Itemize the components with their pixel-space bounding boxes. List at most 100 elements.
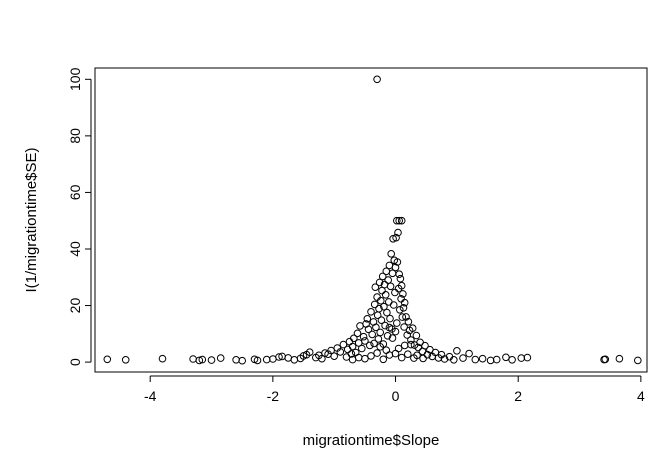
data-point <box>391 327 400 336</box>
data-point <box>373 349 381 357</box>
data-point <box>330 352 339 361</box>
data-point <box>216 354 225 362</box>
data-point <box>364 325 373 334</box>
data-point <box>305 348 314 357</box>
data-point <box>383 308 391 317</box>
data-point <box>284 354 293 362</box>
data-point <box>615 354 624 363</box>
data-point <box>366 341 374 350</box>
data-point <box>356 322 364 330</box>
data-point <box>392 233 400 242</box>
y-tick-label: 20 <box>67 298 83 314</box>
y-axis: 0 20 40 60 80 100 <box>67 67 92 366</box>
data-point <box>634 356 642 365</box>
x-tick-label: 2 <box>514 388 522 404</box>
data-point <box>377 316 386 325</box>
data-point <box>378 272 387 281</box>
data-point <box>414 343 423 352</box>
data-point <box>385 261 394 270</box>
data-point <box>385 298 393 306</box>
data-point <box>395 270 404 279</box>
data-point <box>354 353 363 362</box>
y-tick-label: 40 <box>67 241 83 257</box>
data-point <box>373 75 381 84</box>
data-point <box>383 332 392 340</box>
data-point <box>400 341 409 350</box>
x-tick-label: -2 <box>267 388 280 404</box>
data-point <box>402 313 410 321</box>
y-tick-label: 100 <box>67 67 83 91</box>
data-points <box>103 75 642 365</box>
data-point <box>395 216 404 225</box>
x-tick-label: -4 <box>144 388 157 404</box>
data-point <box>396 306 404 314</box>
data-point <box>517 354 526 362</box>
data-point <box>353 329 362 338</box>
data-point <box>269 355 277 363</box>
data-point <box>407 340 415 349</box>
x-axis-label: migrationtime$Slope <box>303 432 440 449</box>
data-point <box>386 282 395 291</box>
y-axis-label: I(1/migrationtime$SE) <box>23 147 40 292</box>
data-point <box>385 351 394 359</box>
data-point <box>403 331 412 339</box>
data-point <box>336 348 345 356</box>
data-point <box>321 349 329 357</box>
data-point <box>389 301 398 309</box>
data-point <box>397 353 406 362</box>
data-point <box>207 356 216 364</box>
data-point <box>393 216 401 225</box>
data-point <box>391 263 400 272</box>
data-point <box>400 323 408 331</box>
data-point <box>345 337 354 346</box>
data-point <box>290 356 299 364</box>
data-point <box>478 354 487 363</box>
data-point <box>601 355 610 364</box>
data-point <box>376 343 385 351</box>
data-point <box>198 355 207 364</box>
data-point <box>375 278 384 287</box>
plot-frame <box>94 67 648 373</box>
data-point <box>253 356 262 365</box>
data-point <box>195 356 204 365</box>
x-tick-label: 4 <box>637 388 645 404</box>
data-point <box>523 353 532 362</box>
data-point <box>158 354 167 363</box>
data-point <box>238 356 246 365</box>
data-point <box>388 334 397 342</box>
data-point <box>189 355 197 363</box>
data-point <box>380 302 388 311</box>
data-point <box>465 349 473 358</box>
data-point <box>404 350 412 359</box>
data-point <box>408 324 417 333</box>
data-point <box>419 354 427 363</box>
data-point <box>350 334 358 343</box>
data-point <box>103 355 112 364</box>
data-point <box>381 321 389 330</box>
data-point <box>397 281 406 290</box>
data-point <box>400 298 409 307</box>
data-point <box>361 354 369 363</box>
data-point <box>393 319 401 327</box>
y-tick-label: 0 <box>67 358 83 366</box>
data-point <box>492 355 501 364</box>
data-point <box>377 296 385 305</box>
data-point <box>343 345 352 354</box>
data-point <box>450 356 458 364</box>
data-point <box>396 274 405 283</box>
data-point <box>370 300 379 309</box>
data-point <box>370 339 378 348</box>
data-point <box>404 317 413 326</box>
y-tick-label: 80 <box>67 128 83 144</box>
data-point <box>371 283 380 292</box>
data-point <box>232 356 240 364</box>
data-point <box>372 323 380 332</box>
data-point <box>382 346 391 355</box>
data-point <box>348 355 357 364</box>
data-point <box>361 337 369 345</box>
x-tick-label: 0 <box>392 388 400 404</box>
data-point <box>348 342 357 351</box>
data-point <box>413 351 421 360</box>
data-point <box>412 331 421 340</box>
